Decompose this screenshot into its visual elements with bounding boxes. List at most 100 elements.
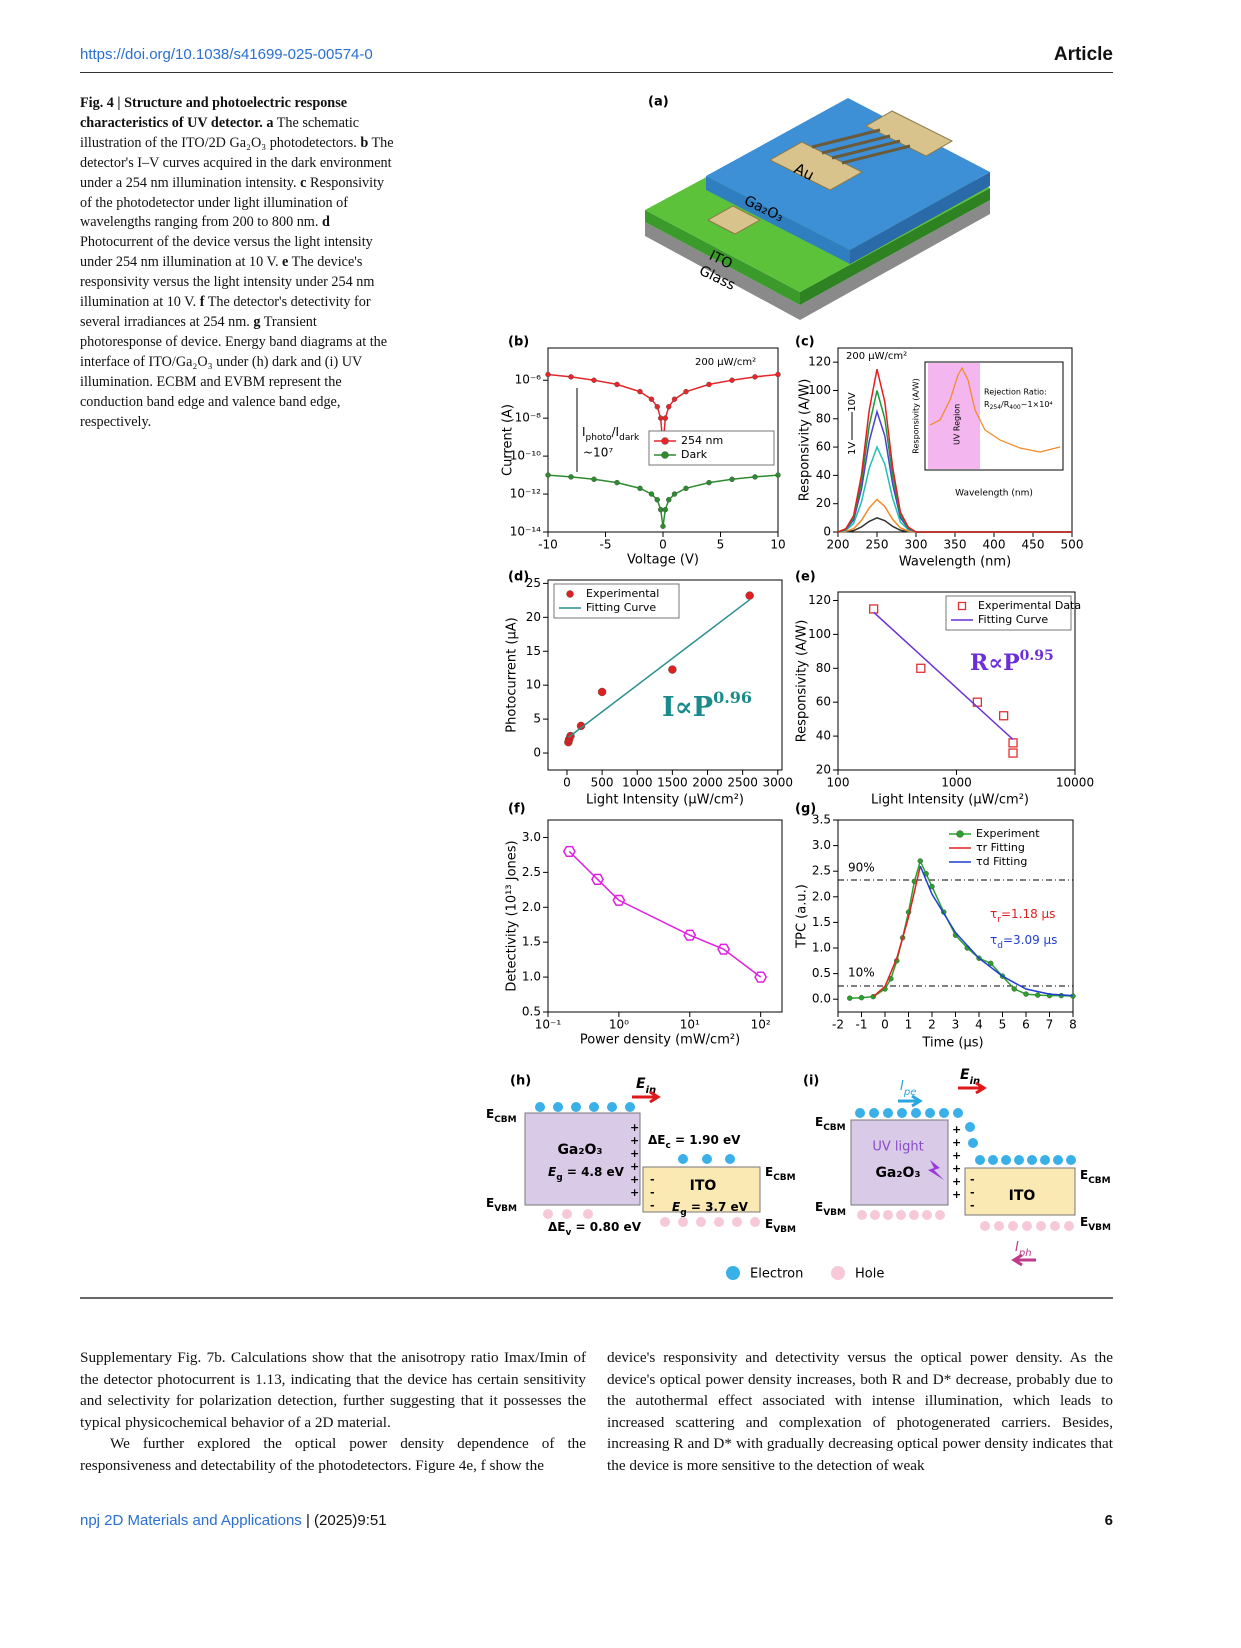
- text: g: [556, 1173, 562, 1183]
- svg-text:---: ---: [650, 1173, 655, 1212]
- text: UV light: [872, 1140, 923, 1155]
- hole: [922, 1210, 932, 1220]
- x-tick-label: 0: [659, 538, 667, 552]
- marker: [568, 374, 574, 380]
- electron: [1001, 1155, 1011, 1165]
- marker: [666, 497, 672, 503]
- caption-items: a The schematic illustration of the ITO/…: [80, 115, 394, 430]
- y-tick-label: 0.5: [522, 1005, 541, 1019]
- hole: [732, 1217, 742, 1227]
- annotation: 10%: [848, 966, 875, 980]
- doi-link[interactable]: https://doi.org/10.1038/s41699-025-00574…: [80, 46, 373, 63]
- legend-box: [553, 583, 680, 619]
- hole: [660, 1217, 670, 1227]
- inset-axis-title: Wavelength (nm): [955, 489, 1033, 499]
- y-axis-title: TPC (a.u.): [795, 884, 810, 949]
- electron: [571, 1102, 581, 1112]
- x-tick-label: 3000: [763, 776, 794, 790]
- electron: [965, 1122, 975, 1132]
- annotation: Rejection Ratio:: [984, 388, 1047, 397]
- y-tick-label: 10⁻¹²: [510, 487, 541, 501]
- marker: [683, 929, 697, 941]
- fit-label: I∝P0.96: [662, 688, 752, 723]
- caption-item-label: c: [300, 174, 307, 191]
- journal[interactable]: npj 2D Materials and Applications: [80, 1512, 302, 1529]
- y-tick-label: 0.0: [812, 992, 831, 1006]
- electron: [855, 1108, 865, 1118]
- text: /I: [612, 425, 620, 439]
- y-tick-label: 0: [533, 746, 541, 760]
- hole: [870, 1210, 880, 1220]
- panel-label: (b): [508, 335, 529, 350]
- y-tick-label: 1.0: [812, 941, 831, 955]
- y-tick-label: 3.5: [812, 813, 831, 827]
- x-tick-label: 5: [999, 1018, 1007, 1032]
- text: = 1.90 eV: [671, 1133, 741, 1147]
- series-line: [547, 474, 779, 527]
- text: in: [646, 1085, 657, 1096]
- y-axis-title: Detectivity (10¹³ Jones): [505, 840, 520, 991]
- marker: [591, 873, 605, 885]
- hole: [583, 1209, 593, 1219]
- panel-label: (c): [795, 335, 815, 350]
- legend-marker: [957, 601, 967, 611]
- au-fingers: [811, 128, 911, 165]
- electron-symbol: [726, 1266, 740, 1280]
- marker: [668, 665, 677, 674]
- text: ITO: [690, 1178, 717, 1194]
- marker: [648, 396, 655, 402]
- x-axis-title: Time (μs): [921, 1036, 983, 1051]
- marker: [706, 381, 712, 388]
- x-tick-label: 2000: [692, 776, 723, 790]
- marker: [591, 476, 597, 482]
- hole: [1008, 1221, 1018, 1231]
- inset-curve: [929, 366, 1061, 453]
- marker: [729, 377, 735, 383]
- text: photo: [586, 433, 612, 443]
- svg-text:ECBM: ECBM: [486, 1107, 517, 1125]
- y-axis-title: Photocurrent (μA): [505, 617, 520, 732]
- page-number: 6: [1104, 1512, 1113, 1529]
- annotation: 90%: [848, 861, 875, 875]
- marker: [562, 845, 576, 858]
- y-tick-label: 3.0: [812, 838, 831, 852]
- x-tick-label: 6: [1022, 1018, 1030, 1032]
- hole: [1036, 1221, 1046, 1231]
- text: c: [665, 1141, 670, 1151]
- x-tick-label: 100: [827, 776, 850, 790]
- figure-caption: Fig. 4 | Structure and photoelectric res…: [80, 94, 396, 432]
- x-tick-label: 5: [717, 538, 725, 552]
- electron: [975, 1155, 985, 1165]
- paragraph: Supplementary Fig. 7b. Calculations show…: [80, 1349, 586, 1431]
- caption-item-label: a: [266, 114, 274, 131]
- legend-label: τr Fitting: [976, 841, 1025, 854]
- svg-text:Eg = 4.8 eV: Eg = 4.8 eV: [548, 1165, 625, 1183]
- ga2o3-side: [850, 172, 990, 264]
- svg-text:---: ---: [970, 1173, 975, 1212]
- annotation: 10V: [847, 392, 858, 412]
- text: E: [815, 1200, 823, 1214]
- panel-label: (a): [648, 95, 669, 110]
- y-tick-label: 1.0: [522, 970, 541, 984]
- marker: [847, 995, 853, 1001]
- text: Ga₂O₃: [875, 1165, 920, 1181]
- x-tick-label: 10²: [751, 1018, 771, 1032]
- electron: [607, 1102, 617, 1112]
- text: CBM: [1088, 1176, 1110, 1186]
- marker: [1023, 991, 1029, 997]
- panel-label: (f): [508, 802, 526, 817]
- svg-text:EVBM: EVBM: [486, 1196, 517, 1214]
- hole: [678, 1217, 688, 1227]
- svg-text:Ipe: Ipe: [900, 1079, 916, 1098]
- marker: [869, 604, 879, 614]
- marker: [637, 388, 643, 395]
- hole-symbol: [831, 1266, 845, 1280]
- x-tick-label: 10000: [1056, 776, 1094, 790]
- electron: [911, 1108, 921, 1118]
- svg-text:ECBM: ECBM: [1080, 1168, 1111, 1186]
- electron: [725, 1154, 735, 1164]
- legend-label: 254 nm: [681, 434, 723, 447]
- paragraph: device's responsivity and detectivity ve…: [607, 1349, 1113, 1474]
- text: τ: [990, 933, 997, 947]
- text: I: [900, 1079, 904, 1094]
